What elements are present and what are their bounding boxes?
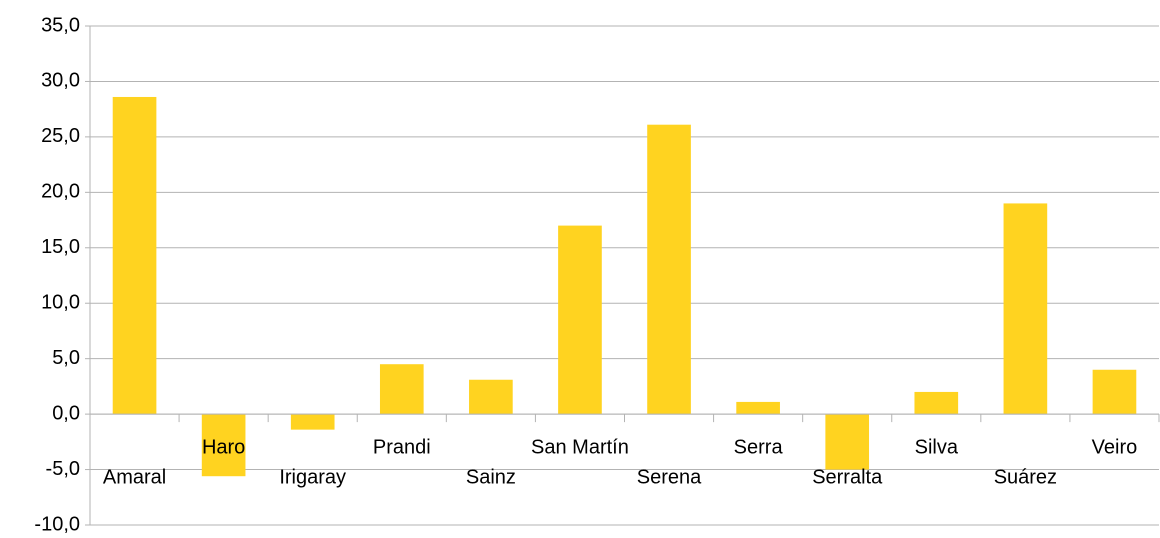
x-tick-label: Haro <box>202 436 245 458</box>
bar <box>558 225 602 415</box>
y-tick-label: 15,0 <box>41 236 80 258</box>
bar <box>647 124 691 415</box>
x-tick-label: Amaral <box>103 466 166 488</box>
bar <box>290 414 335 430</box>
y-tick-label: -10,0 <box>34 513 80 535</box>
x-tick-label: Silva <box>915 436 959 458</box>
x-tick-label: Serralta <box>812 466 883 488</box>
x-tick-label: Prandi <box>373 436 431 458</box>
y-tick-label: 5,0 <box>52 347 80 369</box>
y-tick-label: 0,0 <box>52 402 80 424</box>
bar <box>1092 369 1137 415</box>
bar <box>736 401 780 415</box>
bar <box>379 364 424 415</box>
bar <box>914 391 959 415</box>
y-tick-label: -5,0 <box>46 458 80 480</box>
bar <box>469 379 513 415</box>
bar <box>201 414 246 477</box>
x-tick-label: Irigaray <box>279 466 346 488</box>
bar <box>1003 203 1048 415</box>
y-tick-label: 10,0 <box>41 292 80 314</box>
x-tick-label: Serena <box>637 466 702 488</box>
bar <box>112 96 157 415</box>
x-tick-label: Sainz <box>466 466 516 488</box>
x-tick-label: Veiro <box>1092 436 1138 458</box>
y-tick-label: 25,0 <box>41 125 80 147</box>
x-tick-label: Suárez <box>994 466 1057 488</box>
y-tick-label: 30,0 <box>41 70 80 92</box>
y-tick-label: 35,0 <box>41 14 80 36</box>
y-tick-label: 20,0 <box>41 181 80 203</box>
x-tick-label: Serra <box>734 436 784 458</box>
bar <box>825 414 870 470</box>
x-tick-label: San Martín <box>531 436 629 458</box>
